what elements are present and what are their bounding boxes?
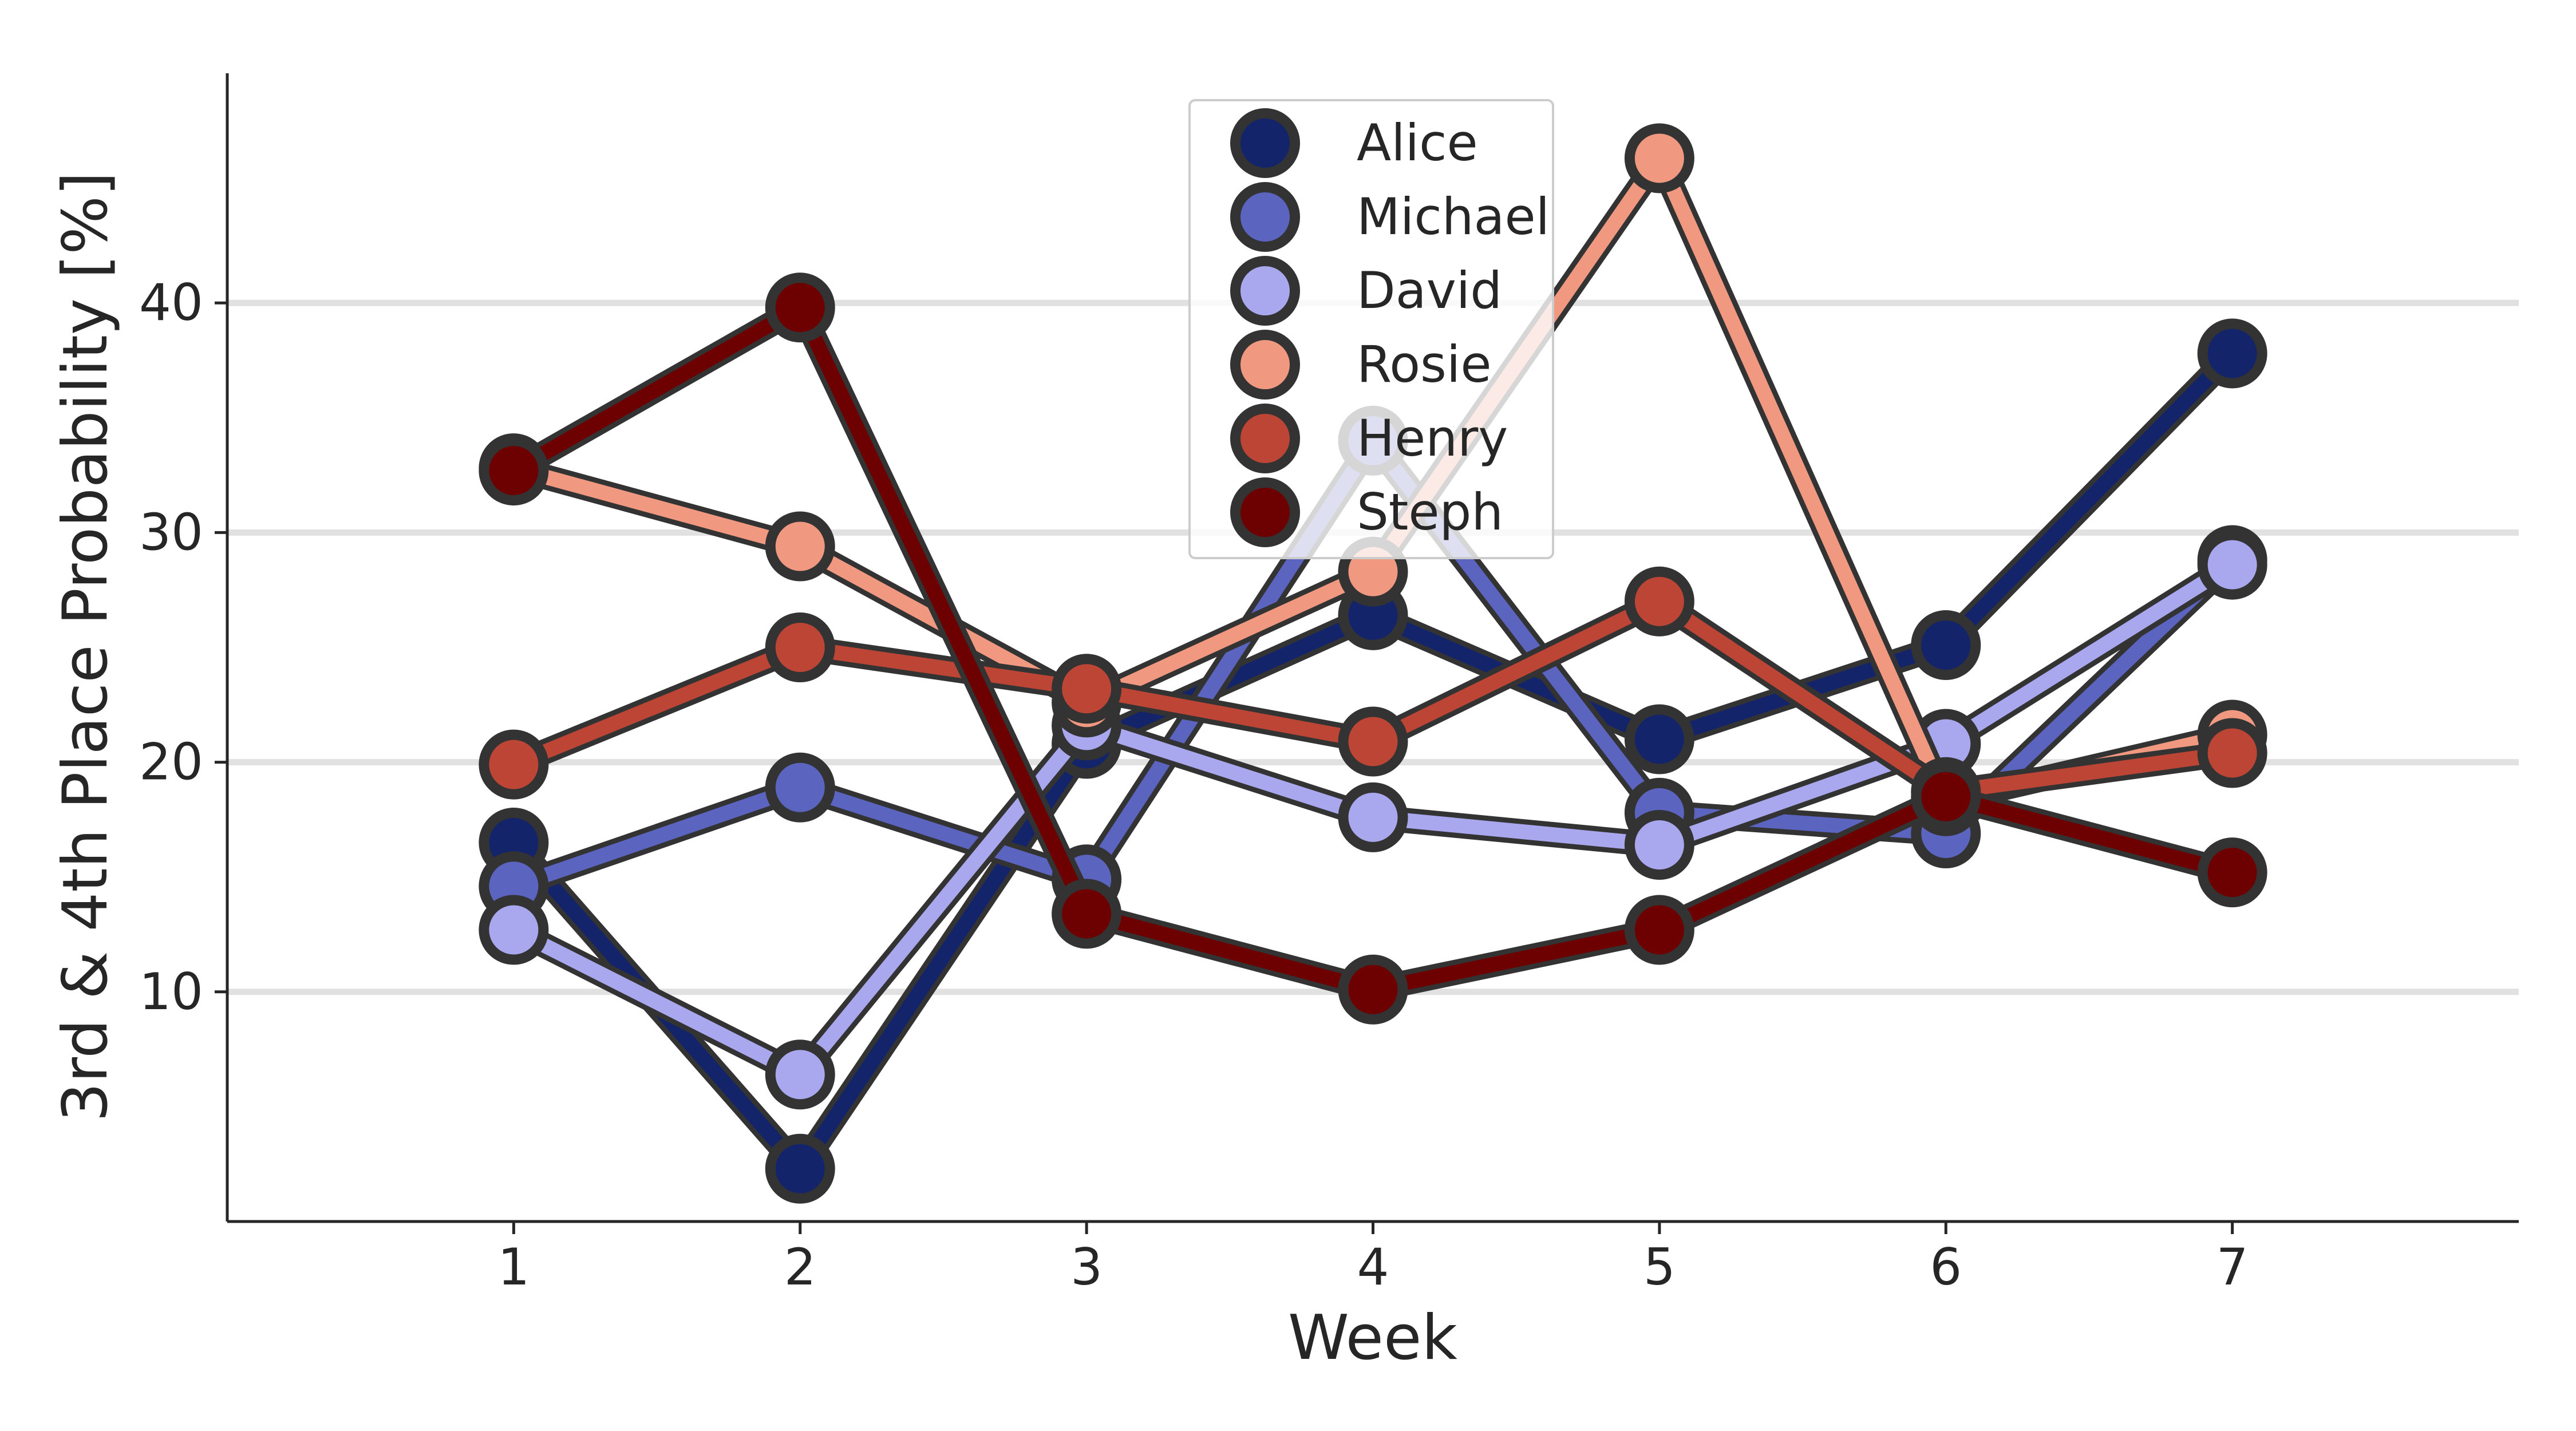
ticks: 10 20 30 40 1 2 3 4 5 6 7 (139, 273, 2249, 1296)
x-tick-label: 2 (784, 1238, 816, 1296)
legend-label: Michael (1357, 187, 1550, 246)
series-steph (479, 272, 2267, 1025)
legend: Alice Michael David Rosie Henry Steph (1188, 99, 1554, 559)
y-axis-title: 3rd & 4th Place Probability [%] (50, 172, 121, 1122)
data-point (765, 511, 835, 582)
legend-label: Steph (1357, 483, 1503, 541)
x-axis-title: Week (1288, 1302, 1457, 1374)
x-tick-label: 6 (1930, 1238, 1962, 1296)
legend-marker (1230, 256, 1300, 326)
legend-label: David (1357, 261, 1502, 320)
data-point (765, 752, 835, 823)
data-point (1338, 954, 1408, 1025)
y-tick-label: 10 (139, 962, 203, 1021)
data-point (1624, 566, 1694, 637)
legend-label: Henry (1357, 409, 1508, 468)
data-point (1338, 706, 1408, 777)
y-tick-label: 20 (139, 733, 203, 792)
x-tick-label: 4 (1357, 1238, 1389, 1296)
y-tick-label: 40 (139, 273, 203, 332)
data-point (765, 1039, 835, 1110)
legend-marker (1230, 108, 1300, 178)
data-point (479, 729, 549, 800)
x-tick-label: 7 (2217, 1238, 2249, 1296)
data-point (1911, 761, 1981, 832)
x-tick-label: 1 (497, 1238, 530, 1296)
legend-marker (1230, 330, 1300, 400)
data-point (479, 436, 549, 506)
data-point (1624, 810, 1694, 880)
legend-marker (1230, 182, 1300, 252)
data-point (479, 895, 549, 965)
data-point (2197, 529, 2267, 600)
data-point (1624, 704, 1694, 774)
data-point (2197, 318, 2267, 389)
x-tick-label: 3 (1070, 1238, 1103, 1296)
data-point (1338, 782, 1408, 852)
data-point (1624, 123, 1694, 193)
data-point (1052, 654, 1122, 724)
y-tick-label: 30 (139, 503, 203, 562)
data-point (1052, 879, 1122, 949)
x-tick-label: 5 (1643, 1238, 1676, 1296)
legend-label: Rosie (1357, 335, 1491, 394)
data-point (1911, 610, 1981, 680)
data-point (2197, 837, 2267, 908)
data-point (765, 612, 835, 682)
legend-marker (1230, 404, 1300, 473)
data-point (765, 1133, 835, 1204)
data-point (1624, 895, 1694, 965)
data-point (2197, 718, 2267, 788)
legend-marker (1230, 477, 1300, 547)
data-point (765, 272, 835, 343)
legend-label: Alice (1357, 113, 1478, 172)
